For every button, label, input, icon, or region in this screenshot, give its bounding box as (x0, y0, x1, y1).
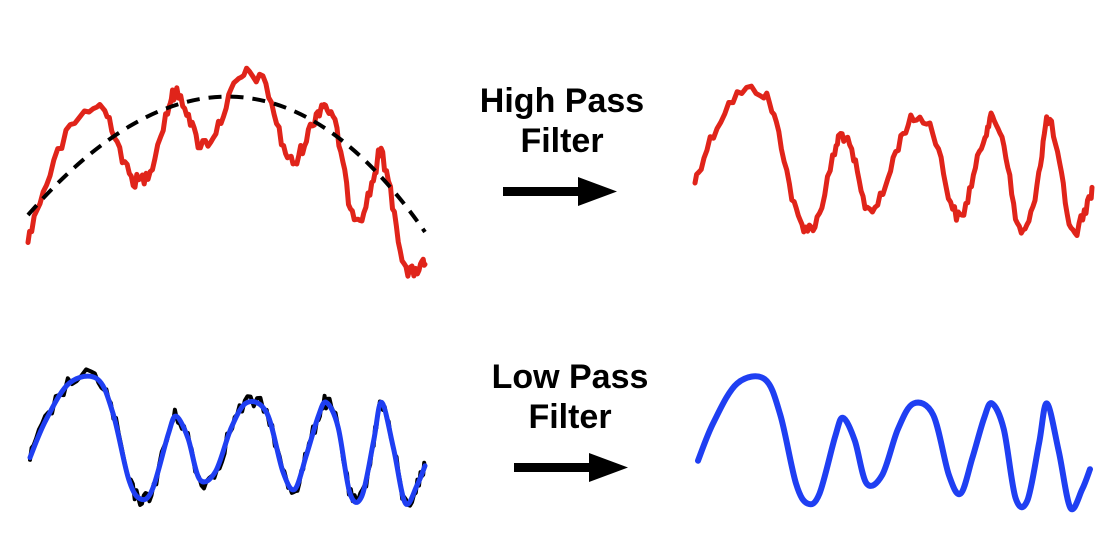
high-pass-label-line2: Filter (520, 122, 603, 160)
high-pass-arrow (503, 177, 617, 206)
high-pass-row: High Pass Filter (25, 65, 1095, 279)
smoothed-overlay-signal (27, 373, 428, 507)
low-pass-output-signal (695, 373, 1093, 513)
low-pass-row: Low Pass Filter (27, 358, 1093, 513)
high-pass-label-line1: High Pass (480, 82, 644, 120)
low-pass-label-line2: Filter (528, 398, 611, 436)
noisy-input-signal (25, 65, 428, 279)
low-pass-label-line1: Low Pass (492, 358, 649, 396)
low-frequency-trend (26, 94, 427, 234)
low-pass-arrow (514, 453, 628, 482)
high-pass-output-signal (692, 83, 1095, 238)
